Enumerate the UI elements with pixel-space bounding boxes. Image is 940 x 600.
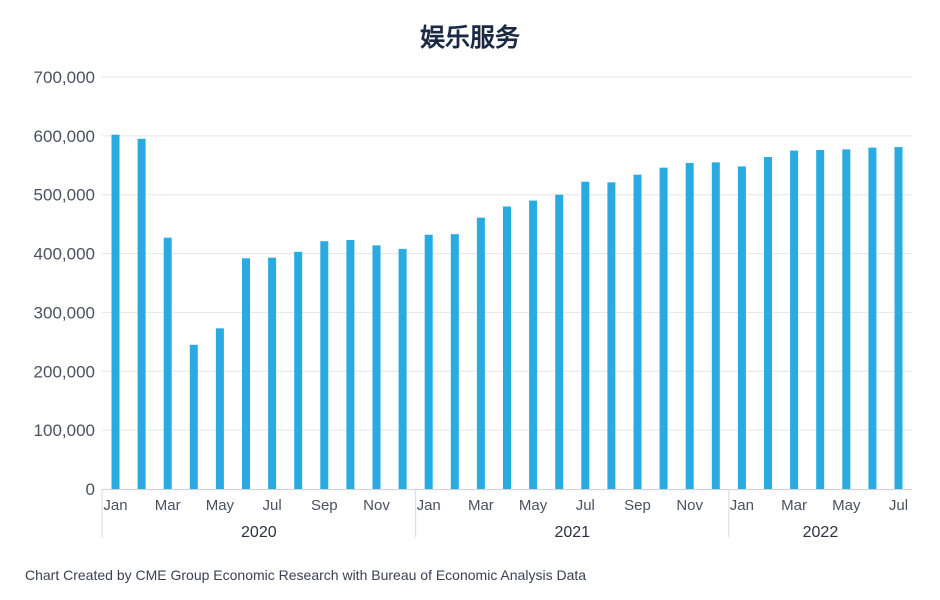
bar <box>711 162 720 490</box>
x-tick-label: Jan <box>417 497 441 514</box>
bar <box>398 248 407 489</box>
x-tick-label: Jul <box>576 497 595 514</box>
x-tick-label: Jan <box>103 497 127 514</box>
x-tick-label: Mar <box>468 497 494 514</box>
bar <box>346 240 355 489</box>
bar <box>764 157 772 489</box>
year-label: 2020 <box>241 524 277 541</box>
bar <box>790 150 799 490</box>
y-tick-label: 700,000 <box>34 68 95 87</box>
bar <box>424 234 433 489</box>
y-tick-label: 200,000 <box>34 362 95 381</box>
x-axis: Jan Mar May Jul Sep Nov Jan Mar May Jul Sep Nov Jan M… <box>101 489 912 541</box>
x-tick-label: Jan <box>730 497 754 514</box>
bar <box>737 166 746 489</box>
bar <box>555 194 564 489</box>
bar <box>215 328 224 489</box>
bar <box>816 149 825 490</box>
bar <box>633 174 642 489</box>
bar <box>842 149 851 489</box>
year-label: 2022 <box>803 524 839 541</box>
footer-note: Chart Created by CME Group Economic Rese… <box>25 567 587 583</box>
y-tick-label: 400,000 <box>34 245 95 264</box>
bar <box>581 181 590 489</box>
x-tick-label: May <box>519 497 548 514</box>
y-tick-label: 500,000 <box>34 186 95 205</box>
bar <box>189 344 198 489</box>
bar <box>529 200 538 489</box>
year-label: 2021 <box>554 524 590 541</box>
x-tick-label: Nov <box>676 497 703 514</box>
bar <box>607 182 616 489</box>
y-axis-tick-labels: 0 100,000 200,000 300,000 400,000 500,000 600,… <box>34 68 95 499</box>
x-tick-label: May <box>206 497 235 514</box>
chart-title: 娱乐服务 <box>419 23 520 52</box>
x-tick-label: Jul <box>263 497 282 514</box>
bar <box>137 138 146 490</box>
bar <box>242 258 250 489</box>
x-tick-label: Mar <box>155 497 181 514</box>
x-tick-label: Sep <box>624 497 651 514</box>
bars <box>111 134 903 490</box>
x-tick-label: Nov <box>363 497 390 514</box>
x-tick-label: Jul <box>889 497 908 514</box>
bar <box>894 147 903 490</box>
bar <box>450 234 459 489</box>
bar <box>268 257 277 489</box>
bar <box>320 241 329 489</box>
x-tick-label: May <box>832 497 861 514</box>
bar <box>868 147 877 489</box>
bar <box>503 206 511 489</box>
y-tick-label: 300,000 <box>34 303 95 322</box>
bar <box>294 251 303 489</box>
bar <box>476 217 485 489</box>
bar <box>659 167 668 489</box>
x-tick-label: Mar <box>781 497 807 514</box>
bar <box>685 162 694 489</box>
bar <box>372 245 381 489</box>
y-tick-label: 600,000 <box>34 127 95 146</box>
bar <box>163 237 172 489</box>
y-tick-label: 0 <box>86 480 95 499</box>
y-tick-label: 100,000 <box>34 421 95 440</box>
x-tick-label: Sep <box>311 497 338 514</box>
bar <box>111 134 120 489</box>
